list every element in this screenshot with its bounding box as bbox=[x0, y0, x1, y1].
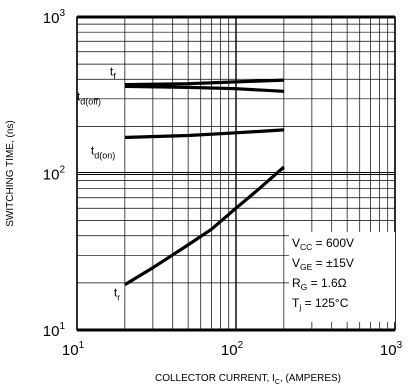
y-tick-label: 103 bbox=[43, 8, 66, 27]
curve-labels: tf td(off) td(on) tr bbox=[77, 65, 120, 303]
test-conditions-box: VCC = 600V VGE = ±15V RG = 1.6Ω Tj = 125°C bbox=[289, 232, 395, 322]
conditions-background bbox=[289, 232, 395, 322]
condition-line: VCC = 600V bbox=[292, 236, 354, 252]
y-tick-labels: 101 102 103 bbox=[43, 8, 66, 340]
curve-label-f: tf bbox=[110, 65, 116, 82]
x-axis-title: COLLECTOR CURRENT, IC, (AMPERES) bbox=[155, 373, 341, 386]
series-line-d(off) bbox=[124, 84, 284, 93]
curve-label-d(off): td(off) bbox=[77, 89, 101, 106]
curve-label-d(on): td(on) bbox=[91, 143, 115, 160]
series-layer bbox=[124, 78, 285, 286]
series-line-f bbox=[124, 78, 284, 87]
y-tick-label: 102 bbox=[43, 165, 66, 184]
x-tick-labels: 101 102 103 bbox=[62, 340, 403, 359]
condition-line: RG = 1.6Ω bbox=[292, 276, 347, 292]
condition-line: VGE = ±15V bbox=[292, 256, 354, 272]
y-axis-title: SWITCHING TIME, (ns) bbox=[5, 120, 16, 226]
curve-label-r: tr bbox=[114, 286, 120, 303]
condition-line: Tj = 125°C bbox=[292, 296, 349, 312]
x-tick-label: 102 bbox=[221, 340, 244, 359]
series-line-d(on) bbox=[124, 128, 284, 139]
series-line-r bbox=[124, 165, 285, 286]
x-tick-label: 103 bbox=[380, 340, 403, 359]
x-tick-label: 101 bbox=[62, 340, 85, 359]
y-tick-label: 101 bbox=[43, 321, 66, 340]
plot-frame bbox=[76, 16, 396, 331]
